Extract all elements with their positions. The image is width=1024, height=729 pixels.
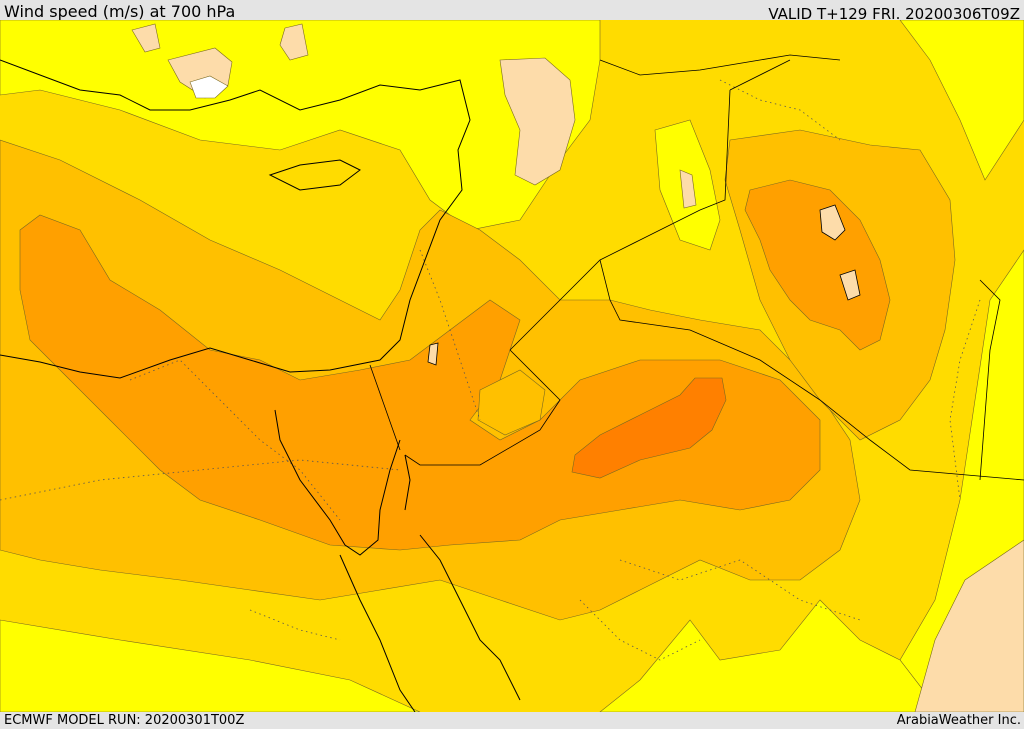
wind-speed-map (0, 20, 1024, 712)
band-25-30-iraq (744, 179, 891, 351)
model-run: ECMWF MODEL RUN: 20200301T00Z (4, 713, 245, 728)
band-10-15-ne (899, 20, 1024, 181)
band-10-15-se (599, 599, 941, 712)
band-5-10-nw (131, 23, 161, 53)
band-5-10-n (279, 23, 309, 61)
dotted-isolines (0, 79, 981, 661)
band-30-35-core (571, 377, 727, 479)
footer-bar: ECMWF MODEL RUN: 20200301T00Z ArabiaWeat… (0, 712, 1024, 729)
credit: ArabiaWeather Inc. (896, 713, 1021, 728)
band-10-15-south (0, 619, 421, 712)
lakes (427, 204, 861, 366)
borders (369, 54, 1024, 481)
band-25-30-hole (477, 369, 546, 436)
band-5-10-iraq (679, 169, 697, 209)
band-5-10-syria (499, 57, 576, 186)
coastlines (0, 59, 521, 712)
band-0-5-turkey (189, 75, 229, 99)
valid-time: VALID T+129 FRI. 20200306T09Z (768, 5, 1020, 23)
band-5-10-se-corner (914, 539, 1024, 712)
map-title: Wind speed (m/s) at 700 hPa (4, 2, 236, 21)
header-bar: Wind speed (m/s) at 700 hPa VALID T+129 … (0, 0, 1024, 23)
band-10-15-north (0, 20, 601, 231)
